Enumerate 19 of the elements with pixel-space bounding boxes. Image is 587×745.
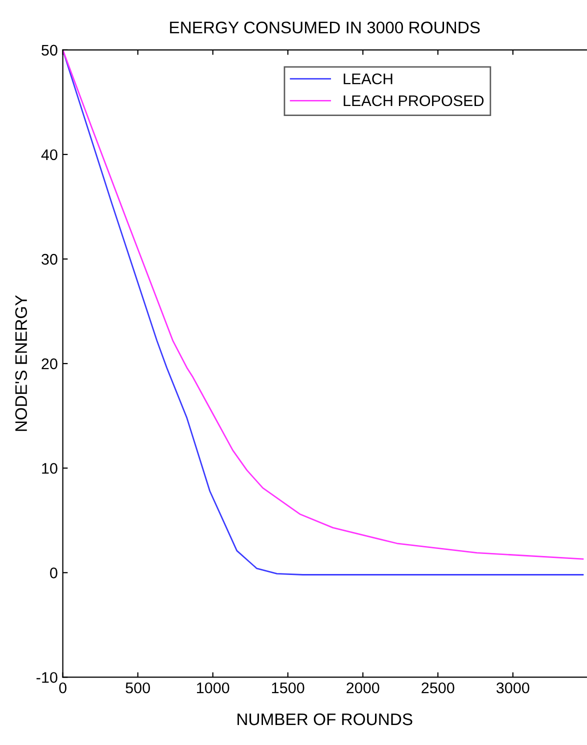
x-tick-label: 3000	[496, 682, 530, 694]
y-tick-label: 40	[41, 149, 58, 160]
x-tick-label: 500	[126, 682, 150, 694]
legend-label: LEACH PROPOSED	[344, 95, 484, 106]
y-tick-label: -10	[36, 672, 58, 683]
y-axis-title: NODE'S ENERGY	[15, 295, 28, 431]
x-tick-label: 1000	[197, 682, 230, 694]
y-tick-label: 30	[42, 254, 58, 265]
x-tick-label: 0	[59, 682, 66, 694]
x-tick-label: 2500	[422, 682, 454, 694]
x-tick-label: 2000	[346, 682, 380, 694]
legend-label: LEACH	[344, 73, 392, 84]
x-tick-label: 1500	[272, 682, 304, 694]
y-tick-label: 10	[42, 462, 58, 474]
y-tick-label: 20	[42, 358, 58, 370]
y-tick-label: 0	[50, 568, 58, 578]
x-axis-title: NUMBER OF ROUNDS	[238, 713, 412, 726]
chart-title: ENERGY CONSUMED IN 3000 ROUNDS	[170, 22, 480, 34]
y-tick-label: 50	[42, 44, 58, 56]
